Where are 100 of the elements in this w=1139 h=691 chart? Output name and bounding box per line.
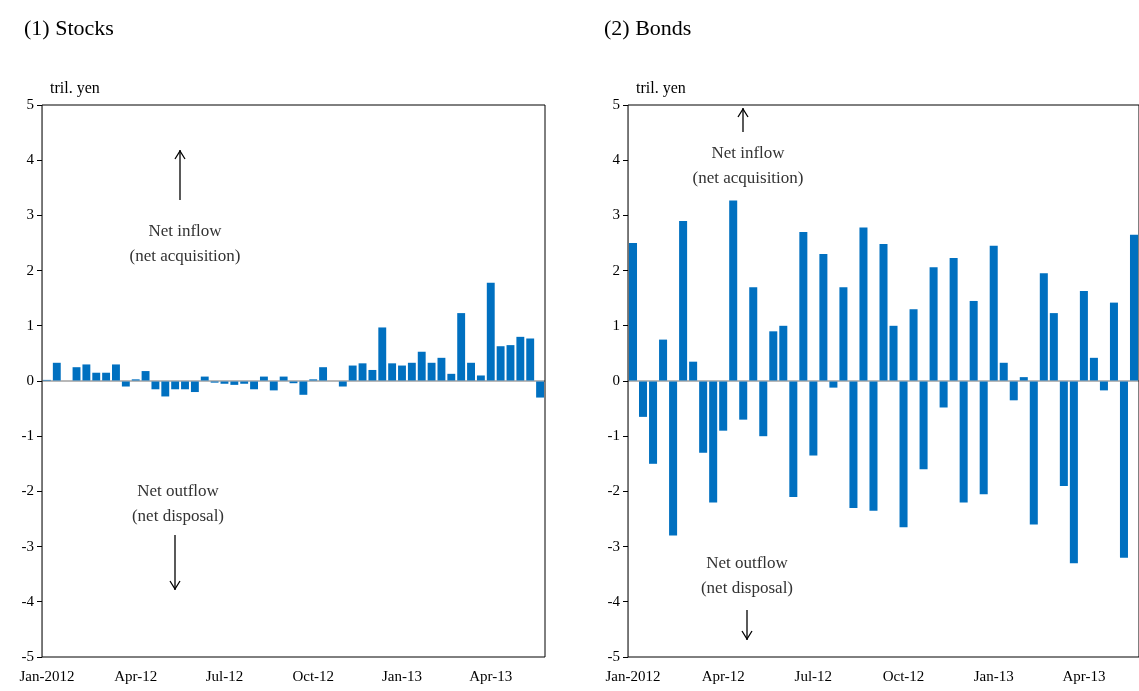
bar bbox=[1089, 357, 1098, 381]
bar bbox=[82, 364, 91, 381]
bar bbox=[829, 381, 838, 388]
bar bbox=[181, 381, 189, 390]
bar bbox=[1109, 302, 1118, 381]
bar bbox=[112, 364, 120, 381]
bar bbox=[809, 381, 818, 456]
y-tick-label: 4 bbox=[26, 151, 35, 168]
bar bbox=[849, 381, 858, 508]
y-tick-label: -4 bbox=[607, 592, 621, 609]
chart-title: (1) Stocks bbox=[24, 15, 114, 41]
x-tick-label: Apr-12 bbox=[701, 667, 745, 684]
bar bbox=[769, 331, 778, 381]
x-tick-label: Apr-13 bbox=[1062, 667, 1106, 684]
bar bbox=[639, 381, 648, 417]
y-tick-label: -2 bbox=[607, 482, 620, 499]
bar bbox=[909, 309, 918, 381]
bar bbox=[889, 325, 898, 381]
bar bbox=[190, 381, 199, 393]
bar bbox=[151, 381, 160, 390]
bar bbox=[368, 369, 377, 381]
bar bbox=[709, 381, 718, 503]
x-tick-label: Apr-12 bbox=[114, 667, 158, 684]
x-tick-label: Jan-13 bbox=[381, 667, 422, 684]
bar bbox=[699, 381, 708, 453]
x-tick-label: Oct-12 bbox=[292, 667, 335, 684]
bar bbox=[1039, 273, 1048, 381]
bar bbox=[398, 365, 406, 381]
bar bbox=[250, 381, 258, 390]
bar bbox=[1049, 313, 1058, 381]
x-tick-label: Jul-12 bbox=[794, 667, 833, 684]
bar bbox=[919, 381, 928, 470]
bar bbox=[1019, 377, 1028, 381]
bar bbox=[689, 361, 698, 381]
y-tick-label: -1 bbox=[21, 427, 34, 444]
bar bbox=[536, 381, 545, 398]
bar bbox=[72, 367, 81, 381]
bar bbox=[506, 345, 515, 381]
y-tick-label: -5 bbox=[607, 647, 620, 664]
bar bbox=[669, 381, 678, 536]
y-tick-label: 0 bbox=[612, 371, 620, 388]
bar bbox=[629, 243, 638, 381]
bar bbox=[949, 257, 958, 381]
bar bbox=[969, 300, 978, 381]
bar bbox=[1059, 381, 1068, 486]
bar bbox=[348, 365, 357, 381]
bar bbox=[839, 287, 848, 381]
y-tick-label: 2 bbox=[612, 261, 620, 278]
y-tick-label: 3 bbox=[612, 206, 620, 223]
bar bbox=[516, 336, 525, 381]
bar bbox=[161, 381, 170, 397]
x-tick-label: Oct-12 bbox=[882, 667, 925, 684]
bar bbox=[299, 381, 308, 395]
bar bbox=[659, 339, 668, 381]
x-tick-label: Apr-13 bbox=[469, 667, 513, 684]
y-tick-label: -5 bbox=[21, 647, 34, 664]
bar bbox=[1099, 381, 1108, 391]
annotation: Net outflow (net disposal) bbox=[130, 480, 226, 527]
y-tick-label: -1 bbox=[607, 427, 620, 444]
bar bbox=[457, 313, 466, 381]
y-tick-label: -3 bbox=[21, 537, 34, 554]
bar bbox=[279, 376, 288, 381]
bar bbox=[879, 244, 888, 381]
y-tick-label: 1 bbox=[612, 316, 620, 333]
bar bbox=[759, 381, 768, 437]
bar bbox=[259, 376, 268, 381]
bar bbox=[989, 245, 998, 381]
bar bbox=[779, 325, 788, 381]
bar bbox=[319, 367, 328, 381]
y-tick-label: 3 bbox=[26, 206, 34, 223]
bar bbox=[729, 200, 738, 381]
bar bbox=[999, 362, 1008, 381]
y-tick-label: -3 bbox=[607, 537, 620, 554]
x-tick-label: Jul-12 bbox=[205, 667, 244, 684]
annotation: Net inflow (net acquisition) bbox=[128, 220, 242, 267]
bar bbox=[121, 381, 130, 387]
bar bbox=[486, 282, 495, 381]
bar bbox=[799, 231, 808, 381]
bar bbox=[388, 363, 397, 381]
bar bbox=[719, 381, 728, 431]
chart-title: (2) Bonds bbox=[604, 15, 692, 41]
bar bbox=[1069, 381, 1078, 564]
bar bbox=[52, 362, 61, 381]
bar bbox=[899, 381, 908, 528]
bar bbox=[1119, 381, 1128, 558]
y-tick-label: -2 bbox=[21, 482, 34, 499]
bar bbox=[526, 338, 535, 381]
bar bbox=[496, 346, 505, 381]
x-tick-label: Jan-2012 bbox=[19, 667, 75, 684]
bar bbox=[819, 254, 828, 381]
bar bbox=[789, 381, 798, 497]
y-tick-label: 5 bbox=[26, 95, 34, 112]
bar bbox=[959, 381, 968, 503]
bar bbox=[141, 371, 150, 381]
bar bbox=[859, 227, 868, 381]
bar bbox=[467, 362, 475, 381]
x-tick-label: Jan-2012 bbox=[605, 667, 661, 684]
bar bbox=[1079, 291, 1088, 381]
bar bbox=[269, 381, 278, 391]
bar bbox=[1029, 381, 1038, 525]
